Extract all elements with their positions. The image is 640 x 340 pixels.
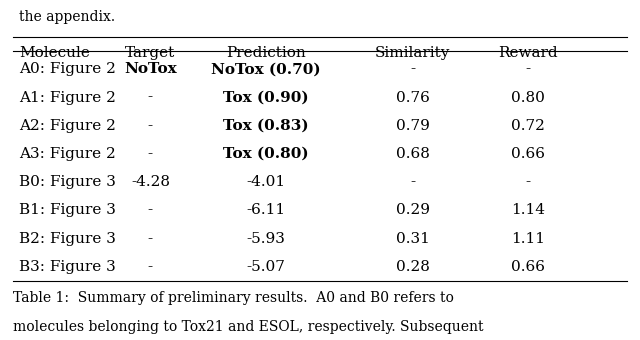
- Text: 0.79: 0.79: [396, 119, 429, 133]
- Text: -: -: [148, 147, 153, 161]
- Text: Tox (0.83): Tox (0.83): [223, 119, 308, 133]
- Text: -4.01: -4.01: [246, 175, 285, 189]
- Text: B2: Figure 3: B2: Figure 3: [19, 232, 116, 245]
- Text: Similarity: Similarity: [375, 46, 451, 60]
- Text: NoTox (0.70): NoTox (0.70): [211, 62, 321, 76]
- Text: 0.66: 0.66: [511, 260, 545, 274]
- Text: -: -: [410, 62, 415, 76]
- Text: -4.28: -4.28: [131, 175, 170, 189]
- Text: -: -: [148, 119, 153, 133]
- Text: 0.66: 0.66: [511, 147, 545, 161]
- Text: -: -: [148, 232, 153, 245]
- Text: Target: Target: [125, 46, 175, 60]
- Text: A1: Figure 2: A1: Figure 2: [19, 90, 116, 104]
- Text: Table 1:  Summary of preliminary results.  A0 and B0 refers to: Table 1: Summary of preliminary results.…: [13, 291, 454, 305]
- Text: Tox (0.80): Tox (0.80): [223, 147, 308, 161]
- Text: -: -: [410, 175, 415, 189]
- Text: 0.80: 0.80: [511, 90, 545, 104]
- Text: 0.76: 0.76: [396, 90, 429, 104]
- Text: -5.93: -5.93: [246, 232, 285, 245]
- Text: Tox (0.90): Tox (0.90): [223, 90, 308, 104]
- Text: Reward: Reward: [498, 46, 558, 60]
- Text: 1.11: 1.11: [511, 232, 545, 245]
- Text: 1.14: 1.14: [511, 203, 545, 217]
- Text: A0: Figure 2: A0: Figure 2: [19, 62, 116, 76]
- Text: -: -: [525, 62, 531, 76]
- Text: -: -: [148, 260, 153, 274]
- Text: -5.07: -5.07: [246, 260, 285, 274]
- Text: B1: Figure 3: B1: Figure 3: [19, 203, 116, 217]
- Text: 0.68: 0.68: [396, 147, 429, 161]
- Text: molecules belonging to Tox21 and ESOL, respectively. Subsequent: molecules belonging to Tox21 and ESOL, r…: [13, 320, 483, 334]
- Text: -6.11: -6.11: [246, 203, 285, 217]
- Text: 0.72: 0.72: [511, 119, 545, 133]
- Text: A3: Figure 2: A3: Figure 2: [19, 147, 116, 161]
- Text: 0.29: 0.29: [396, 203, 430, 217]
- Text: 0.31: 0.31: [396, 232, 429, 245]
- Text: -: -: [525, 175, 531, 189]
- Text: -: -: [148, 203, 153, 217]
- Text: -: -: [148, 90, 153, 104]
- Text: Molecule: Molecule: [19, 46, 90, 60]
- Text: B3: Figure 3: B3: Figure 3: [19, 260, 116, 274]
- Text: B0: Figure 3: B0: Figure 3: [19, 175, 116, 189]
- Text: Prediction: Prediction: [226, 46, 305, 60]
- Text: the appendix.: the appendix.: [19, 10, 115, 24]
- Text: 0.28: 0.28: [396, 260, 429, 274]
- Text: A2: Figure 2: A2: Figure 2: [19, 119, 116, 133]
- Text: NoTox: NoTox: [124, 62, 177, 76]
